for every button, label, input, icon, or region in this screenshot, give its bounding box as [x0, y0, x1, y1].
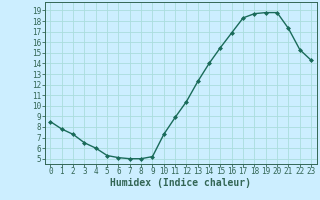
- X-axis label: Humidex (Indice chaleur): Humidex (Indice chaleur): [110, 178, 251, 188]
